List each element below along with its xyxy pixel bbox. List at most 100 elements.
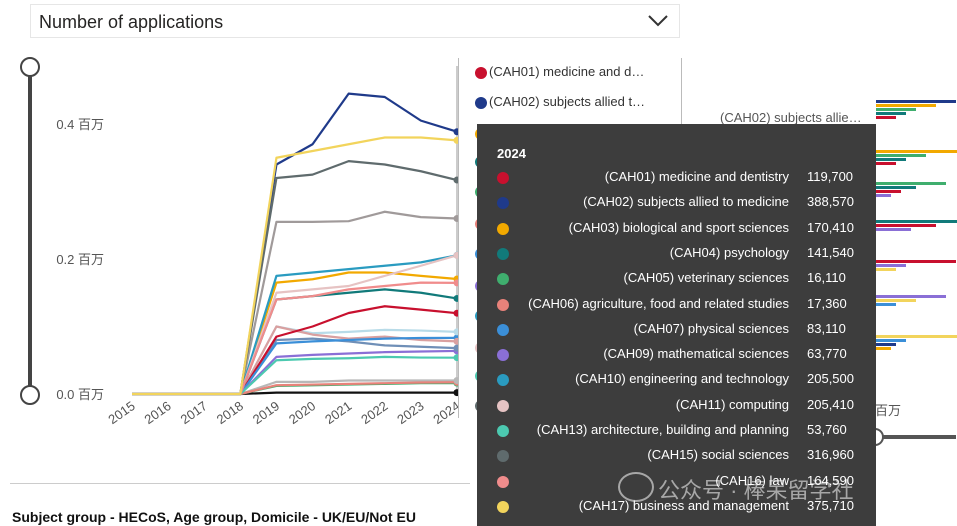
tooltip-series-name: (CAH04) psychology [669, 244, 789, 260]
x-tick-label: 2015 [105, 398, 137, 427]
tooltip-row: (CAH01) medicine and dentistry 119,700 [497, 169, 867, 189]
tooltip-row: (CAH11) computing 205,410 [497, 397, 867, 417]
bar-segment [876, 108, 916, 111]
tooltip-row: (CAH05) veterinary sciences 16,110 [497, 270, 867, 290]
bar-segment [876, 264, 906, 267]
tooltip-swatch [497, 399, 509, 412]
range-slider-bottom-handle[interactable] [20, 385, 40, 405]
bar-segment [876, 158, 906, 161]
tooltip-row: (CAH06) agriculture, food and related st… [497, 296, 867, 316]
legend-swatch [475, 67, 487, 79]
tooltip-row: (CAH02) subjects allied to medicine 388,5… [497, 194, 867, 214]
bar-segment [876, 112, 906, 115]
tooltip-swatch [497, 450, 509, 463]
series-line [132, 136, 458, 396]
x-tick-label: 2016 [142, 398, 174, 427]
legend-swatch [475, 97, 487, 109]
tooltip-swatch [497, 197, 509, 210]
tooltip-series-value: 119,700 [807, 169, 854, 184]
tooltip-series-name: (CAH11) computing [675, 396, 789, 412]
tooltip-swatch [497, 475, 509, 488]
tooltip-swatch [497, 500, 509, 513]
tooltip-series-value: 205,500 [807, 371, 854, 387]
tooltip-row: (CAH07) physical sciences 83,110 [497, 321, 867, 341]
bar-segment [876, 220, 957, 223]
legend-label: (CAH02) subjects allied t… [489, 94, 646, 109]
tooltip-series-name: (CAH13) architecture, building and plann… [536, 422, 789, 437]
tooltip-swatch [497, 349, 509, 362]
tooltip-series-value: 388,570 [807, 194, 854, 210]
tooltip-swatch [497, 298, 509, 311]
bar-segment [876, 335, 957, 338]
bar-segment [876, 186, 916, 189]
tooltip-series-value: 16,110 [807, 270, 846, 286]
series-line [132, 355, 458, 396]
bar-segment [876, 268, 896, 271]
bar-segment [876, 299, 916, 302]
tooltip-swatch [497, 273, 509, 286]
range-slider-track[interactable] [28, 66, 32, 396]
tooltip-swatch [497, 323, 509, 336]
y-tick-label: 0.0 百万 [56, 387, 104, 402]
tooltip-series-name: (CAH10) engineering and technology [575, 371, 789, 387]
bar-segment [876, 116, 896, 119]
x-tick-label: 2023 [394, 398, 426, 427]
tooltip-row: (CAH13) architecture, building and plann… [497, 422, 867, 442]
bar-segment [876, 154, 926, 157]
tooltip-series-name: (CAH01) medicine and dentistry [604, 169, 789, 184]
tooltip-series-name: (CAH09) mathematical sciences [603, 346, 789, 362]
tooltip-swatch [497, 247, 509, 260]
tooltip-swatch [497, 425, 509, 437]
bar-segment [876, 295, 946, 298]
bar-segment [876, 104, 936, 107]
tooltip-swatch [497, 172, 509, 184]
tooltip-series-value: 170,410 [807, 219, 854, 235]
tooltip-row: (CAH10) engineering and technology 205,50… [497, 371, 867, 391]
series-line [132, 92, 458, 396]
bar-segment [876, 228, 911, 231]
tooltip-swatch [497, 374, 509, 387]
tooltip-series-value: 205,410 [807, 396, 854, 412]
tooltip-row: (CAH15) social sciences 316,960 [497, 447, 867, 467]
bar-segment [876, 347, 891, 350]
wechat-icon [618, 472, 654, 502]
tooltip-series-value: 316,960 [807, 447, 854, 463]
tooltip-series-value: 63,770 [807, 346, 847, 362]
bar-segment [876, 224, 936, 227]
tooltip-swatch [497, 222, 509, 235]
bar-segment [876, 343, 896, 346]
x-tick-label: 2018 [214, 398, 246, 427]
bar-segment [876, 100, 956, 103]
tooltip-series-value: 83,110 [807, 320, 846, 336]
bar-segment [876, 150, 957, 153]
bar-range-slider[interactable] [876, 435, 956, 439]
tooltip-row: (CAH03) biological and sport sciences 170… [497, 220, 867, 240]
tooltip-year: 2024 [497, 146, 526, 161]
divider [10, 483, 470, 484]
watermark-text: 公众号 · 棒呆留学社 [658, 478, 854, 503]
tooltip-series-name: (CAH03) biological and sport sciences [568, 219, 789, 235]
x-tick-label: 2019 [250, 398, 282, 427]
x-tick-label: 2022 [358, 398, 390, 427]
tooltip-row: (CAH09) mathematical sciences 63,770 [497, 346, 867, 366]
measure-dropdown-label: Number of applications [39, 12, 224, 32]
bar-segment [876, 194, 891, 197]
tooltip-series-value: 375,710 [807, 497, 854, 513]
range-slider-top-handle[interactable] [20, 57, 40, 77]
tooltip-row: (CAH16) law 164,590 [497, 473, 867, 493]
hover-tooltip: 2024 (CAH01) medicine and dentistry 119,7… [477, 124, 876, 526]
bar-segment [876, 162, 896, 165]
tooltip-series-name: (CAH15) social sciences [647, 447, 789, 463]
series-line [132, 254, 458, 396]
bar-segment [876, 339, 906, 342]
measure-dropdown[interactable]: Number of applications [30, 4, 680, 38]
bar-axis-label: 百万 [875, 403, 902, 418]
series-line [132, 210, 458, 396]
bar-category-label: (CAH02) subjects allie… [720, 110, 862, 125]
tooltip-series-value: 17,360 [807, 295, 847, 311]
bar-segment [876, 303, 896, 306]
tooltip-row: (CAH04) psychology 141,540 [497, 245, 867, 265]
tooltip-series-name: (CAH07) physical sciences [633, 320, 789, 336]
y-tick-label: 0.2 百万 [56, 252, 104, 267]
